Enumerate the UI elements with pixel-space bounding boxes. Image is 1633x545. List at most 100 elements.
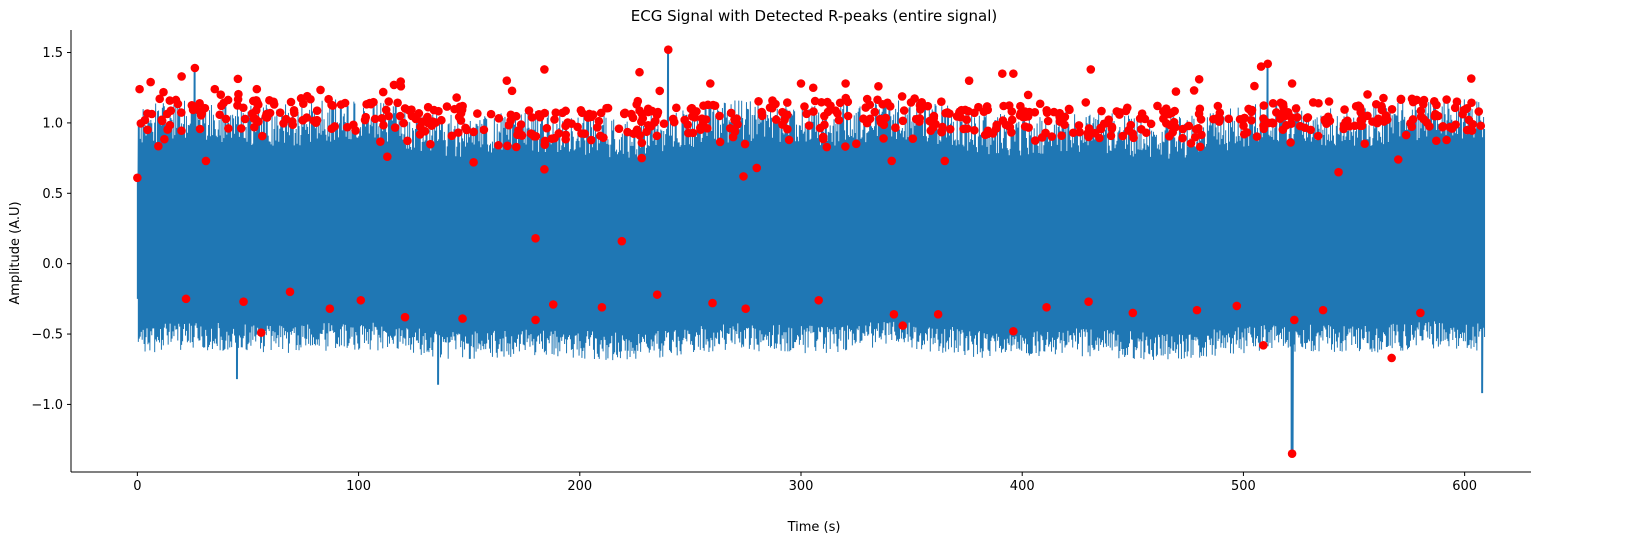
r-peak-marker (181, 294, 191, 304)
r-peak-marker (752, 163, 762, 173)
r-peak-marker (583, 113, 593, 122)
r-peak-marker (646, 106, 656, 116)
r-peak-marker (933, 310, 943, 319)
r-peak-marker (177, 126, 186, 136)
r-peak-marker (526, 129, 536, 138)
r-peak-marker (163, 125, 172, 134)
r-peak-marker (926, 126, 936, 135)
r-peak-marker (823, 97, 832, 107)
r-peak-marker (1442, 95, 1451, 104)
r-peak-marker (1407, 94, 1417, 104)
r-peak-marker (1194, 124, 1203, 133)
r-peak-marker (540, 140, 550, 149)
r-peak-marker (669, 117, 679, 127)
r-peak-marker (992, 120, 1002, 130)
r-peak-marker (843, 97, 853, 107)
r-peak-marker (563, 118, 572, 127)
r-peak-marker (1416, 308, 1425, 318)
r-peak-marker (757, 107, 766, 117)
r-peak-marker (1020, 112, 1030, 122)
r-peak-marker (257, 131, 267, 141)
r-peak-marker (741, 304, 750, 314)
r-peak-marker (547, 134, 557, 144)
r-peak-marker (889, 310, 899, 319)
r-peak-marker (1474, 107, 1484, 116)
r-peak-marker (1126, 120, 1136, 130)
r-peak-marker (620, 109, 629, 119)
r-peak-marker (1387, 353, 1396, 363)
r-peak-marker (767, 103, 777, 113)
r-peak-marker (1419, 115, 1429, 124)
r-peak-marker (1259, 341, 1268, 350)
r-peak-marker (937, 97, 946, 107)
r-peak-marker (573, 122, 582, 132)
r-peak-marker (224, 124, 233, 133)
r-peak-marker (964, 76, 974, 85)
r-peak-marker (633, 96, 643, 106)
r-peak-marker (302, 91, 312, 101)
r-peak-marker (715, 111, 724, 121)
r-peak-marker (423, 112, 432, 122)
r-peak-marker (1041, 128, 1050, 138)
r-peak-marker (377, 113, 387, 123)
r-peak-marker (513, 130, 522, 140)
r-peak-marker (160, 134, 169, 144)
r-peak-marker (652, 290, 662, 299)
r-peak-marker (395, 111, 405, 121)
r-peak-marker (275, 108, 285, 117)
r-peak-marker (1112, 107, 1122, 116)
r-peak-marker (655, 86, 665, 96)
r-peak-marker (400, 104, 410, 113)
r-peak-marker (1306, 125, 1315, 135)
r-peak-marker (586, 135, 596, 145)
r-peak-marker (1195, 104, 1205, 114)
r-peak-marker (1256, 62, 1266, 71)
r-peak-marker (815, 123, 825, 133)
r-peak-marker (680, 115, 689, 125)
r-peak-marker (1030, 107, 1040, 117)
r-peak-marker (1360, 139, 1370, 149)
r-peak-marker (1146, 119, 1156, 129)
r-peak-marker (531, 234, 540, 243)
ecg-signal-line (136, 49, 1486, 454)
r-peak-marker (1321, 117, 1330, 126)
r-peak-marker (983, 129, 992, 139)
r-peak-marker (551, 108, 561, 117)
r-peak-marker (1232, 301, 1242, 311)
r-peak-marker (1224, 114, 1234, 124)
r-peak-marker (1128, 129, 1137, 138)
r-peak-marker (784, 135, 794, 145)
r-peak-marker (637, 109, 647, 119)
r-peak-marker (1097, 106, 1106, 116)
r-peak-marker (637, 153, 647, 163)
r-peak-marker (635, 67, 644, 77)
r-peak-marker (426, 139, 435, 149)
r-peak-marker (177, 72, 186, 81)
r-peak-marker (527, 113, 537, 122)
r-peak-marker (159, 87, 168, 97)
r-peak-marker (342, 122, 352, 132)
r-peak-marker (1084, 297, 1093, 306)
r-peak-marker (1118, 131, 1128, 141)
r-peak-marker (577, 108, 587, 118)
r-peak-marker (659, 119, 669, 128)
r-peak-marker (1461, 104, 1471, 114)
r-peak-marker (502, 76, 512, 85)
r-peak-marker (548, 300, 558, 309)
r-peak-marker (389, 80, 399, 90)
r-peak-marker (706, 79, 715, 88)
r-peak-marker (486, 109, 496, 119)
r-peak-marker (1334, 167, 1343, 177)
r-peak-marker (1086, 65, 1096, 74)
r-peak-marker (1371, 99, 1381, 109)
r-peak-marker (962, 124, 972, 133)
r-peak-marker (1396, 95, 1406, 105)
r-peak-marker (843, 111, 853, 121)
r-peak-marker (771, 115, 781, 124)
r-peak-marker (1057, 131, 1066, 140)
r-peak-marker (503, 141, 512, 151)
r-peak-marker (1340, 105, 1349, 114)
r-peak-marker (1049, 107, 1059, 117)
r-peak-marker (240, 114, 250, 124)
